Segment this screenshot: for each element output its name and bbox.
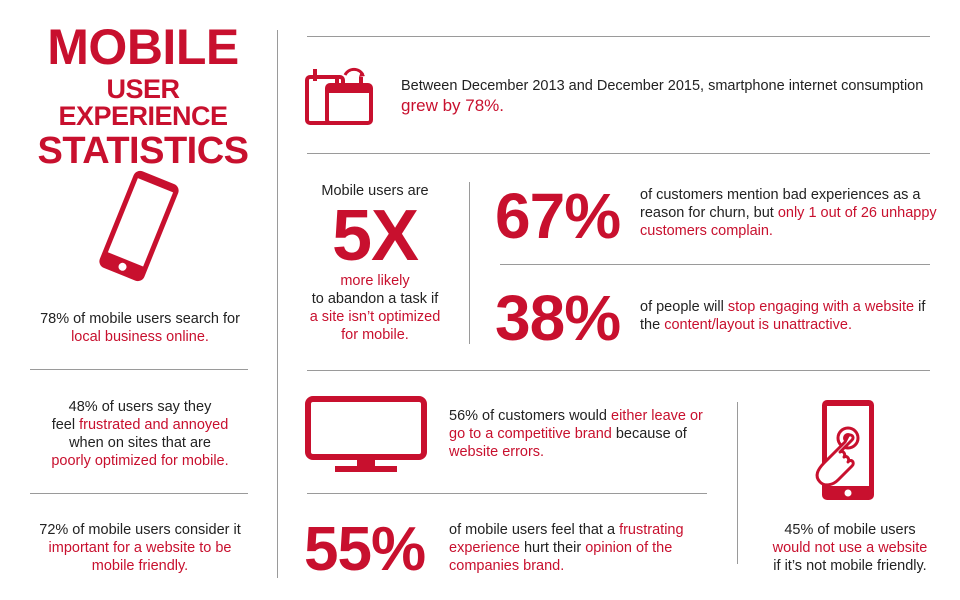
stat-38-line-1c: if bbox=[914, 299, 926, 315]
stat-5x-line-2: to abandon a task if bbox=[311, 291, 439, 307]
stat-56-line-1b: either leave or bbox=[611, 408, 703, 424]
page-title: MOBILE USER EXPERIENCE STATISTICS bbox=[28, 22, 258, 170]
stat-48-line-2: feel frustrated and annoyed bbox=[20, 416, 260, 434]
stat-38-line-2a: the bbox=[640, 317, 665, 333]
stat-55-line-2a: experience bbox=[449, 540, 520, 556]
stat-56-text: 56% of customers would either leave or g… bbox=[449, 407, 719, 461]
stat-48-line-1: 48% of users say they bbox=[68, 399, 212, 415]
title-line-3: STATISTICS bbox=[37, 130, 249, 172]
stat-72-important: 72% of mobile users consider it importan… bbox=[20, 521, 260, 575]
divider-middle bbox=[307, 370, 930, 371]
divider-top bbox=[307, 36, 930, 37]
divider-below-top bbox=[307, 153, 930, 154]
divider-left-1 bbox=[30, 369, 248, 370]
stat-78-highlight: local business online. bbox=[71, 329, 209, 345]
consumption-highlight: grew by 78%. bbox=[401, 96, 504, 115]
stat-55-line-3: companies brand. bbox=[449, 558, 565, 574]
stat-48-line-2a: feel bbox=[51, 417, 80, 433]
stat-5x-big: 5X bbox=[331, 196, 419, 276]
stat-38-line-1b: stop engaging with a website bbox=[727, 299, 915, 315]
divider-56-55 bbox=[307, 493, 707, 494]
stat-78-local-search: 78% of mobile users search for local bus… bbox=[20, 310, 260, 346]
stat-48-frustrated: 48% of users say they feel frustrated an… bbox=[20, 398, 260, 470]
stat-smartphone-consumption: Between December 2013 and December 2015,… bbox=[401, 77, 941, 116]
stat-72-line-1: 72% of mobile users consider it bbox=[39, 522, 241, 538]
divider-5x bbox=[469, 182, 470, 344]
stat-55-text: of mobile users feel that a frustrating … bbox=[449, 521, 719, 575]
stat-45-line-1: 45% of mobile users bbox=[784, 522, 916, 538]
stat-67-line-1: of customers mention bad experiences as … bbox=[640, 187, 921, 203]
stat-38-line-2b: content/layout is unattractive. bbox=[664, 317, 852, 333]
stat-45-text: 45% of mobile users would not use a webs… bbox=[745, 521, 955, 575]
stat-5x-pre: Mobile users are bbox=[321, 183, 429, 199]
divider-45 bbox=[737, 402, 738, 564]
divider-67-38 bbox=[500, 264, 930, 265]
stat-56-line-2b: because of bbox=[611, 426, 687, 442]
stat-67-big: 67% bbox=[495, 180, 621, 252]
consumption-text: Between December 2013 and December 2015,… bbox=[401, 78, 924, 94]
stat-55-line-1a: of mobile users feel that a bbox=[449, 522, 620, 538]
stat-38-text: of people will stop engaging with a webs… bbox=[640, 298, 940, 334]
divider-left-2 bbox=[30, 493, 248, 494]
stat-56-line-3: website errors. bbox=[449, 444, 545, 460]
stat-5x-text: more likely to abandon a task if a site … bbox=[295, 272, 455, 344]
stat-56-line-1a: 56% of customers would bbox=[449, 408, 611, 424]
stat-67-text: of customers mention bad experiences as … bbox=[640, 186, 940, 240]
stat-5x-line-1: more likely bbox=[340, 273, 410, 289]
stat-78-text: 78% of mobile users search for bbox=[40, 311, 240, 327]
stat-48-line-2b: frustrated and annoyed bbox=[79, 417, 229, 433]
stat-72-line-3: mobile friendly. bbox=[91, 558, 189, 574]
column-divider bbox=[277, 30, 278, 578]
stat-48-line-4: poorly optimized for mobile. bbox=[51, 453, 229, 469]
stat-48-line-3: when on sites that are bbox=[69, 435, 211, 451]
stat-72-line-2: important for a website to be bbox=[48, 540, 232, 556]
stat-56-line-2a: go to a competitive brand bbox=[449, 426, 612, 442]
title-line-1: MOBILE bbox=[47, 19, 239, 75]
smartphone-icon bbox=[99, 170, 179, 282]
stat-55-line-2b: hurt their bbox=[519, 540, 586, 556]
touch-phone-icon bbox=[815, 400, 874, 500]
stat-67-line-2a: reason for churn, but bbox=[640, 205, 778, 221]
stat-67-line-2b: only 1 out of 26 unhappy bbox=[777, 205, 937, 221]
calendar-icon bbox=[305, 67, 373, 125]
stat-55-big: 55% bbox=[304, 515, 426, 584]
stat-55-line-1b: frustrating bbox=[619, 522, 684, 538]
stat-45-line-3: if it’s not mobile friendly. bbox=[773, 558, 927, 574]
title-line-2: USER EXPERIENCE bbox=[58, 74, 228, 131]
stat-45-line-2: would not use a website bbox=[772, 540, 928, 556]
stat-5x-line-3: a site isn’t optimized bbox=[309, 309, 441, 325]
stat-5x-line-4: for mobile. bbox=[341, 327, 409, 343]
stat-55-line-2c: opinion of the bbox=[585, 540, 673, 556]
stat-67-line-3: customers complain. bbox=[640, 223, 773, 239]
monitor-icon bbox=[305, 396, 427, 472]
stat-38-big: 38% bbox=[495, 282, 621, 354]
stat-38-line-1a: of people will bbox=[640, 299, 728, 315]
